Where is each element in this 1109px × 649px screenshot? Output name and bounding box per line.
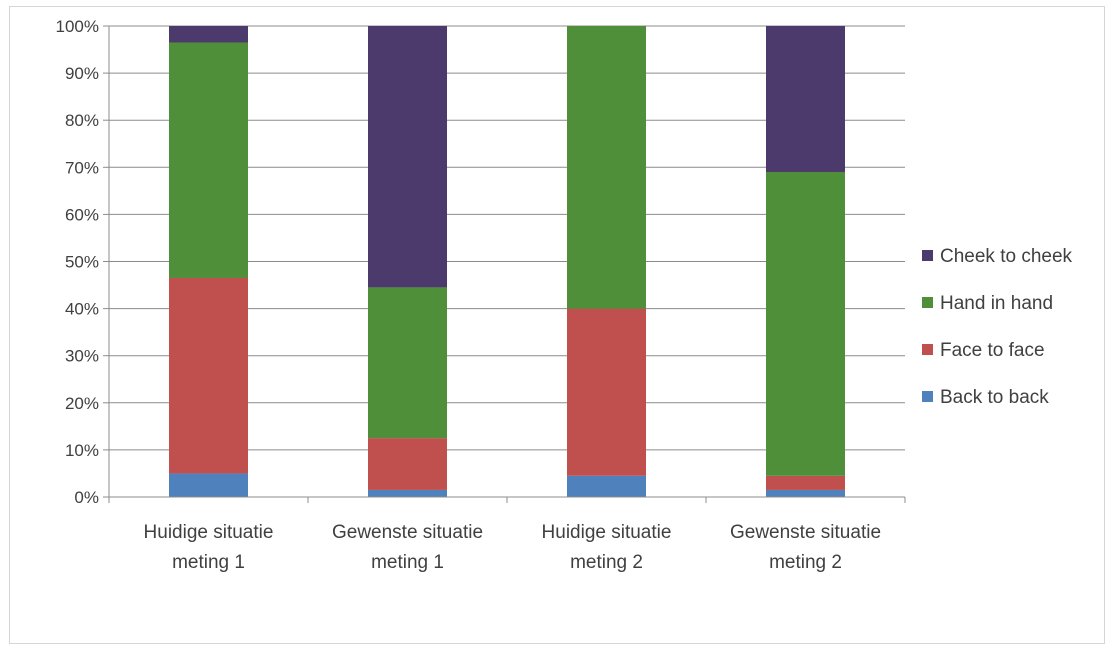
- bar-segment-cheek-to-cheek: [368, 26, 447, 288]
- bar-segment-hand-in-hand: [169, 42, 248, 278]
- bar-segment-back-to-back: [567, 475, 646, 497]
- y-tick-label: 80%: [65, 111, 99, 130]
- y-tick-label: 90%: [65, 64, 99, 83]
- chart-frame: 0% 10% 20% 30% 40% 50% 60% 70% 80% 90% 100% Huidig…: [9, 6, 1105, 644]
- legend-swatch: [922, 297, 933, 308]
- category-label: meting 2: [769, 552, 842, 573]
- y-tick-label: 60%: [65, 205, 99, 224]
- bar-segment-face-to-face: [766, 475, 845, 490]
- legend-swatch: [922, 250, 933, 261]
- bar-segment-hand-in-hand: [766, 172, 845, 476]
- category-label: meting 2: [570, 552, 643, 573]
- legend-label: Back to back: [940, 387, 1049, 408]
- bar-segment-face-to-face: [169, 277, 248, 474]
- category-label: Gewenste situatie: [730, 522, 881, 543]
- y-tick-label: 20%: [65, 394, 99, 413]
- category-label: meting 1: [371, 552, 444, 573]
- axes: [103, 25, 906, 503]
- bar-segment-hand-in-hand: [567, 26, 646, 309]
- bar-segment-hand-in-hand: [368, 287, 447, 439]
- y-tick-label: 40%: [65, 300, 99, 319]
- bar-segment-cheek-to-cheek: [169, 26, 248, 43]
- category-label: Gewenste situatie: [332, 522, 483, 543]
- category-label: Huidige situatie: [144, 522, 274, 543]
- bar-segment-face-to-face: [368, 438, 447, 490]
- y-tick-labels: 0% 10% 20% 30% 40% 50% 60% 70% 80% 90% 100%: [56, 17, 99, 507]
- bar-segment-cheek-to-cheek: [766, 26, 845, 173]
- bar-segment-back-to-back: [169, 473, 248, 497]
- legend-label: Hand in hand: [940, 293, 1053, 314]
- y-tick-label: 10%: [65, 441, 99, 460]
- legend-label: Face to face: [940, 340, 1045, 361]
- y-tick-label: 50%: [65, 253, 99, 272]
- y-tick-label: 100%: [56, 17, 99, 36]
- legend-label: Cheek to cheek: [940, 246, 1073, 267]
- bar-segment-back-to-back: [368, 489, 447, 497]
- legend-swatch: [922, 391, 933, 402]
- bars: [169, 26, 845, 497]
- category-label: Huidige situatie: [542, 522, 672, 543]
- stacked-bar-chart: 0% 10% 20% 30% 40% 50% 60% 70% 80% 90% 100% Huidig…: [56, 17, 1073, 573]
- legend: Cheek to cheek Hand in hand Face to face Ba…: [922, 246, 1073, 408]
- category-label: meting 1: [172, 552, 245, 573]
- y-tick-label: 0%: [74, 488, 99, 507]
- bar-segment-face-to-face: [567, 308, 646, 476]
- legend-swatch: [922, 344, 933, 355]
- category-labels: Huidige situatie meting 1 Gewenste situati…: [144, 522, 881, 573]
- y-tick-label: 70%: [65, 158, 99, 177]
- y-tick-label: 30%: [65, 347, 99, 366]
- bar-segment-back-to-back: [766, 489, 845, 497]
